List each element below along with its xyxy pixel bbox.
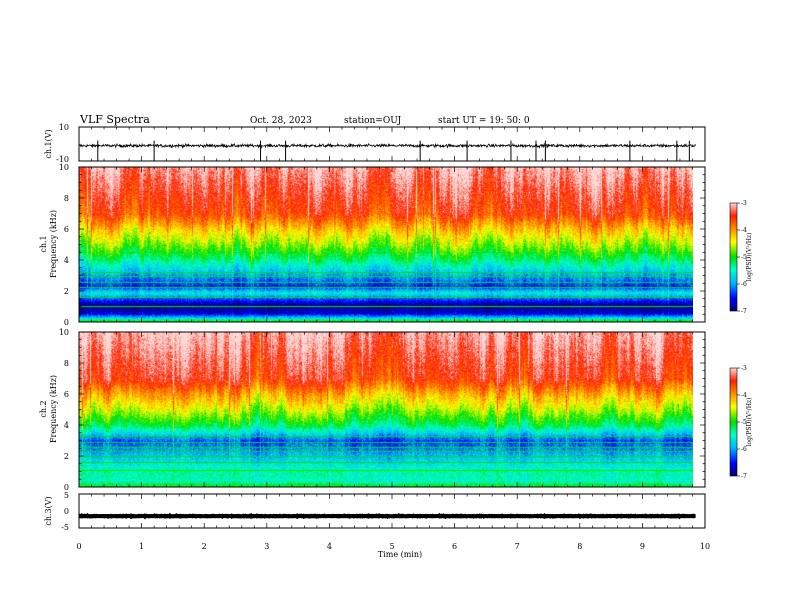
time-tick-label: 6 [452, 542, 457, 551]
time-tick-label: 1 [139, 542, 144, 551]
ch2-colorbar-gradient [729, 367, 738, 477]
time-tick-label: 0 [76, 542, 81, 551]
frequency-tick-label: 8 [64, 194, 69, 203]
colorbar-tick-label: -3 [741, 365, 747, 372]
ch1-waveform-frame [78, 126, 706, 162]
ch2-frequency-axis-title: Frequency (kHz) [49, 375, 58, 443]
ch2-spectrogram-panel: 0 2 4 6 8 10 ch.2 Frequency (kHz) -3 -4 -5 -6 -7 … [39, 328, 753, 492]
ch1-waveform-ylabel: ch.1(V) [44, 129, 53, 158]
ch3-waveform-ylabel: ch.3(V) [44, 496, 53, 525]
ch1-frequency-axis-title: Frequency (kHz) [49, 210, 58, 278]
time-axis-tick-labels: 0 1 2 3 4 5 6 7 8 9 10 [76, 542, 710, 551]
frequency-tick-label: 4 [64, 256, 69, 265]
ch1-ytick-top: 10 [59, 123, 69, 132]
ch1-waveform-trace [78, 140, 696, 161]
ch3-ytick-top: 5 [64, 491, 69, 500]
ch1-colorbar-gradient [729, 202, 738, 312]
ch2-frequency-ticks: 0 2 4 6 8 10 [59, 328, 705, 492]
frequency-tick-label: 0 [64, 483, 69, 492]
ch3-waveform-frame [78, 493, 706, 529]
colorbar-tick-label: -4 [741, 392, 747, 399]
frequency-tick-label: 2 [64, 287, 69, 296]
frequency-tick-label: 8 [64, 359, 69, 368]
ch2-colorbar-ticks: -3 -4 -5 -6 -7 [737, 365, 747, 480]
observation-date: Oct. 28, 2023 [250, 116, 312, 126]
ch2-colorbar: -3 -4 -5 -6 -7 log(PSD)(V²/Hz) [729, 365, 753, 480]
time-tick-label: 8 [577, 542, 582, 551]
ch1-waveform-panel: 10 -10 ch.1(V) [44, 123, 706, 164]
colorbar-tick-label: -7 [741, 473, 747, 480]
frequency-tick-label: 0 [64, 318, 69, 327]
waveform-line [78, 512, 696, 520]
frequency-tick-label: 4 [64, 421, 69, 430]
colorbar-tick-label: -5 [741, 254, 747, 261]
ch1-channel-label: ch.1 [39, 235, 48, 252]
ch1-spectrogram-panel: 0 2 4 6 8 10 ch.1 Frequency (kHz) -3 -4 -5 -6 -7 … [39, 163, 753, 327]
ch3-waveform-trace [78, 512, 696, 520]
frequency-tick-label: 10 [59, 163, 69, 172]
station-name: station=OUJ [344, 116, 402, 126]
time-tick-label: 2 [202, 542, 207, 551]
ch1-spectrogram-image [79, 167, 693, 322]
time-tick-label: 4 [327, 542, 332, 551]
time-tick-label: 5 [389, 542, 394, 551]
figure-title: VLF Spectra [79, 113, 150, 126]
time-tick-label: 3 [264, 542, 269, 551]
ch1-frequency-ticks: 0 2 4 6 8 10 [59, 163, 705, 327]
waveform-line [78, 142, 696, 150]
colorbar-tick-label: -7 [741, 308, 747, 315]
ch1-colorbar-ticks: -3 -4 -5 -6 -7 [737, 200, 747, 315]
colorbar-tick-label: -4 [741, 227, 747, 234]
frequency-tick-label: 2 [64, 452, 69, 461]
ch2-spectrogram-xticks [78, 332, 706, 487]
ch2-colorbar-label: log(PSD)(V²/Hz) [746, 398, 753, 447]
ch1-spectrogram-xticks [78, 167, 706, 322]
frequency-tick-label: 10 [59, 328, 69, 337]
time-tick-label: 9 [640, 542, 645, 551]
ch1-colorbar: -3 -4 -5 -6 -7 log(PSD)(V²/Hz) [729, 200, 753, 315]
ch1-ytick-bottom: -10 [56, 155, 69, 164]
colorbar-tick-label: -6 [741, 281, 747, 288]
time-axis-title: Time (min) [378, 550, 422, 559]
ch3-ytick-bottom: -5 [61, 523, 69, 532]
frequency-tick-label: 6 [64, 225, 69, 234]
ch3-ytick-mid: 0 [64, 507, 69, 516]
colorbar-tick-label: -5 [741, 419, 747, 426]
ch1-waveform-xticks [78, 127, 706, 161]
time-tick-label: 10 [700, 542, 710, 551]
frequency-tick-label: 6 [64, 390, 69, 399]
ch2-channel-label: ch.2 [39, 400, 48, 417]
ch3-waveform-xticks [78, 494, 706, 528]
ch2-spectrogram-image [79, 332, 693, 487]
ch3-waveform-panel: 5 0 -5 ch.3(V) [44, 491, 706, 532]
start-time: start UT = 19: 50: 0 [438, 116, 530, 126]
time-tick-label: 7 [515, 542, 520, 551]
colorbar-tick-label: -3 [741, 200, 747, 207]
ch1-colorbar-label: log(PSD)(V²/Hz) [746, 233, 753, 282]
colorbar-tick-label: -6 [741, 446, 747, 453]
